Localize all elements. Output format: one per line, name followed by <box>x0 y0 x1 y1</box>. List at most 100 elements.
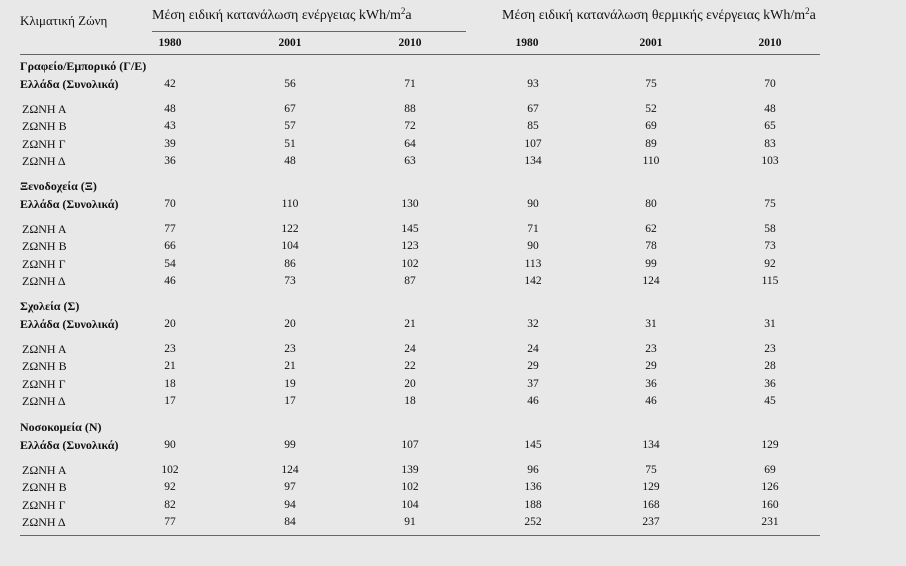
table-cell: 29 <box>527 360 539 372</box>
year-header: 1980 <box>158 37 182 49</box>
table-cell: 19 <box>284 378 296 390</box>
table-cell: 92 <box>764 258 776 270</box>
thermal-group-header-text: Μέση ειδική κατανάλωση θερμικής ενέργεια… <box>502 8 806 23</box>
section-title: Γραφείο/Εμπορικό (Γ/Ε) <box>20 59 147 73</box>
table-cell: 88 <box>404 103 416 115</box>
row-label-zone: ΖΩΝΗ Α <box>22 222 67 236</box>
table-cell: 104 <box>401 499 419 511</box>
row-label-zone: ΖΩΝΗ Δ <box>22 154 66 168</box>
table-cell: 17 <box>164 395 176 407</box>
table-cell: 82 <box>164 499 176 511</box>
table-cell: 46 <box>164 275 176 287</box>
table-cell: 115 <box>761 275 779 287</box>
table-cell: 102 <box>401 481 419 493</box>
table-cell: 29 <box>645 360 657 372</box>
row-label-zone: ΖΩΝΗ Δ <box>22 394 66 408</box>
table-cell: 72 <box>404 120 416 132</box>
table-cell: 43 <box>164 120 176 132</box>
table-cell: 75 <box>764 198 776 210</box>
table-cell: 31 <box>764 318 776 330</box>
table-cell: 70 <box>164 198 176 210</box>
row-label-total: Ελλάδα (Συνολικά) <box>20 438 119 452</box>
table-cell: 57 <box>284 120 296 132</box>
table-cell: 71 <box>404 78 416 90</box>
row-label-zone: ΖΩΝΗ Γ <box>22 137 66 151</box>
table-cell: 110 <box>642 155 660 167</box>
table-cell: 126 <box>761 481 779 493</box>
table-cell: 102 <box>401 258 419 270</box>
row-label-total: Ελλάδα (Συνολικά) <box>20 77 119 91</box>
year-header: 2001 <box>278 37 302 49</box>
table-cell: 63 <box>404 155 416 167</box>
table-cell: 48 <box>164 103 176 115</box>
table-cell: 46 <box>527 395 539 407</box>
row-label-total: Ελλάδα (Συνολικά) <box>20 197 119 211</box>
table-cell: 124 <box>642 275 660 287</box>
table-cell: 96 <box>527 464 539 476</box>
table-cell: 73 <box>284 275 296 287</box>
table-cell: 17 <box>284 395 296 407</box>
table-cell: 23 <box>645 343 657 355</box>
table-cell: 80 <box>645 198 657 210</box>
table-cell: 99 <box>284 439 296 451</box>
table-cell: 28 <box>764 360 776 372</box>
table-cell: 110 <box>281 198 299 210</box>
table-cell: 86 <box>284 258 296 270</box>
table-cell: 92 <box>164 481 176 493</box>
table-cell: 188 <box>524 499 542 511</box>
table-cell: 145 <box>401 223 419 235</box>
table-cell: 78 <box>645 240 657 252</box>
table-cell: 20 <box>164 318 176 330</box>
table-cell: 87 <box>404 275 416 287</box>
row-label-zone: ΖΩΝΗ Β <box>22 239 67 253</box>
table-cell: 90 <box>164 439 176 451</box>
row-label-zone: ΖΩΝΗ Β <box>22 119 67 133</box>
row-label-zone: ΖΩΝΗ Δ <box>22 274 66 288</box>
table-cell: 237 <box>642 516 660 528</box>
table-cell: 18 <box>404 395 416 407</box>
table-cell: 142 <box>524 275 542 287</box>
table-cell: 24 <box>527 343 539 355</box>
table-cell: 67 <box>527 103 539 115</box>
table-cell: 32 <box>527 318 539 330</box>
energy-group-underline <box>152 31 466 32</box>
table-cell: 45 <box>764 395 776 407</box>
table-cell: 23 <box>164 343 176 355</box>
table-cell: 64 <box>404 138 416 150</box>
table-cell: 83 <box>764 138 776 150</box>
table-cell: 69 <box>645 120 657 132</box>
table-cell: 91 <box>404 516 416 528</box>
energy-group-header: Μέση ειδική κατανάλωση ενέργειας kWh/m2a <box>152 7 412 23</box>
table-cell: 139 <box>401 464 419 476</box>
table-cell: 22 <box>404 360 416 372</box>
row-label-zone: ΖΩΝΗ Α <box>22 463 67 477</box>
table-cell: 56 <box>284 78 296 90</box>
table-cell: 94 <box>284 499 296 511</box>
header-rule <box>20 54 820 55</box>
table-cell: 129 <box>642 481 660 493</box>
year-header: 2010 <box>398 37 422 49</box>
table-cell: 77 <box>164 223 176 235</box>
thermal-group-header: Μέση ειδική κατανάλωση θερμικής ενέργεια… <box>502 7 816 23</box>
table-cell: 51 <box>284 138 296 150</box>
table-cell: 21 <box>404 318 416 330</box>
section-title: Ξενοδοχεία (Ξ) <box>20 179 97 193</box>
table-cell: 66 <box>164 240 176 252</box>
row-label-zone: ΖΩΝΗ Α <box>22 102 67 116</box>
table-cell: 145 <box>524 439 542 451</box>
table-cell: 107 <box>401 439 419 451</box>
row-label-zone: ΖΩΝΗ Β <box>22 480 67 494</box>
table-cell: 77 <box>164 516 176 528</box>
table-cell: 23 <box>284 343 296 355</box>
section-title: Νοσοκομεία (Ν) <box>20 420 102 434</box>
table-cell: 123 <box>401 240 419 252</box>
table-cell: 134 <box>524 155 542 167</box>
table-cell: 37 <box>527 378 539 390</box>
year-header: 1980 <box>515 37 539 49</box>
row-label-zone: ΖΩΝΗ Α <box>22 342 67 356</box>
table-cell: 130 <box>401 198 419 210</box>
table-cell: 85 <box>527 120 539 132</box>
table-cell: 84 <box>284 516 296 528</box>
year-header: 2010 <box>758 37 782 49</box>
